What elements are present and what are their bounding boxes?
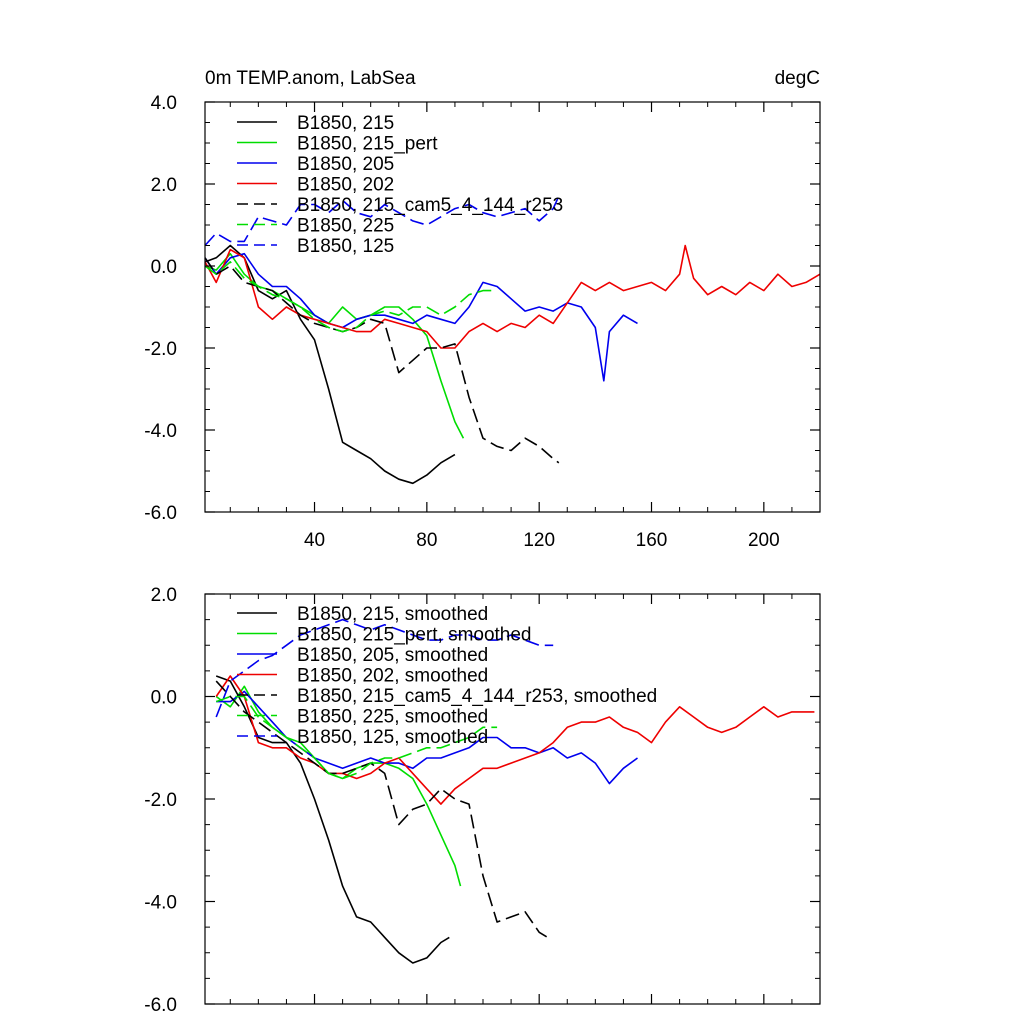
top-y-tick-label: -2.0 — [144, 339, 177, 360]
top-y-tick-label: 2.0 — [151, 175, 177, 196]
bottom-legend-label-b1850-215-smoothed: B1850, 215, smoothed — [297, 604, 488, 625]
top-x-tick-label: 200 — [748, 530, 780, 551]
top-legend-label-b1850-215: B1850, 215 — [297, 113, 394, 134]
bottom-legend-label-b1850-215-cam5-4-144-r253-smoothed: B1850, 215_cam5_4_144_r253, smoothed — [297, 686, 657, 707]
bottom-y-tick-label: -4.0 — [144, 893, 177, 914]
top-x-tick-label: 120 — [523, 530, 555, 551]
top-y-tick-label: -6.0 — [144, 503, 177, 524]
top-legend-label-b1850-215-cam5-4-144-r253: B1850, 215_cam5_4_144_r253 — [297, 195, 563, 216]
bottom-legend-label-b1850-202-smoothed: B1850, 202, smoothed — [297, 666, 488, 687]
bottom-series-group — [215, 618, 815, 964]
bottom-y-tick-label: -6.0 — [144, 995, 177, 1016]
bottom-series-line-b1850-125-smoothed — [215, 618, 554, 718]
bottom-legend-label-b1850-125-smoothed: B1850, 125, smoothed — [297, 727, 488, 748]
bottom-series-line-b1850-215-cam5-4-144-r253-smoothed — [215, 680, 549, 939]
top-series-line-b1850-215 — [204, 244, 456, 485]
top-series-line-b1850-202 — [204, 244, 821, 349]
top-series-line-b1850-205 — [204, 252, 638, 382]
top-legend-label-b1850-202: B1850, 202 — [297, 175, 394, 196]
bottom-y-tick-label: 2.0 — [151, 585, 177, 606]
top-legend-label-b1850-205: B1850, 205 — [297, 154, 394, 175]
top-y-tick-label: 0.0 — [151, 257, 177, 278]
bottom-legend-label-b1850-215-pert-smoothed: B1850, 215_pert, smoothed — [297, 625, 532, 646]
top-units: degC — [775, 68, 820, 89]
top-title: 0m TEMP.anom, LabSea — [205, 68, 416, 89]
bottom-series-line-b1850-215-pert-smoothed — [215, 685, 462, 887]
top-series-group — [204, 195, 821, 485]
top-ticks-group: 40 80 120 160 200 4.0 2.0 0.0 -2.0 -4.0 -6.0 — [144, 93, 821, 551]
top-legend-label-b1850-125: B1850, 125 — [297, 236, 394, 257]
top-series-line-b1850-225 — [204, 261, 498, 333]
top-series-line-b1850-125 — [204, 195, 560, 247]
bottom-legend-label-b1850-225-smoothed: B1850, 225, smoothed — [297, 707, 488, 728]
top-legend-label-b1850-225: B1850, 225 — [297, 216, 394, 237]
top-y-tick-label: 4.0 — [151, 93, 177, 114]
top-panel: 0m TEMP.anom, LabSea degC 40 80 120 160 2004… — [144, 68, 821, 551]
bottom-ticks-group: 2.0 0.0 -2.0 -4.0 -6.0 — [144, 585, 821, 1016]
top-x-tick-label: 80 — [416, 530, 437, 551]
top-x-tick-label: 40 — [304, 530, 325, 551]
top-y-tick-label: -4.0 — [144, 421, 177, 442]
top-series-line-b1850-215-pert — [204, 252, 465, 439]
top-x-tick-label: 160 — [636, 530, 668, 551]
bottom-y-tick-label: 0.0 — [151, 688, 177, 709]
bottom-legend-label-b1850-205-smoothed: B1850, 205, smoothed — [297, 645, 488, 666]
bottom-y-tick-label: -2.0 — [144, 790, 177, 811]
top-legend-label-b1850-215-pert: B1850, 215_pert — [297, 134, 438, 155]
bottom-panel: 2.00.0-2.0-4.0-6.0 B1850, 215, smoothedB… — [144, 585, 821, 1016]
